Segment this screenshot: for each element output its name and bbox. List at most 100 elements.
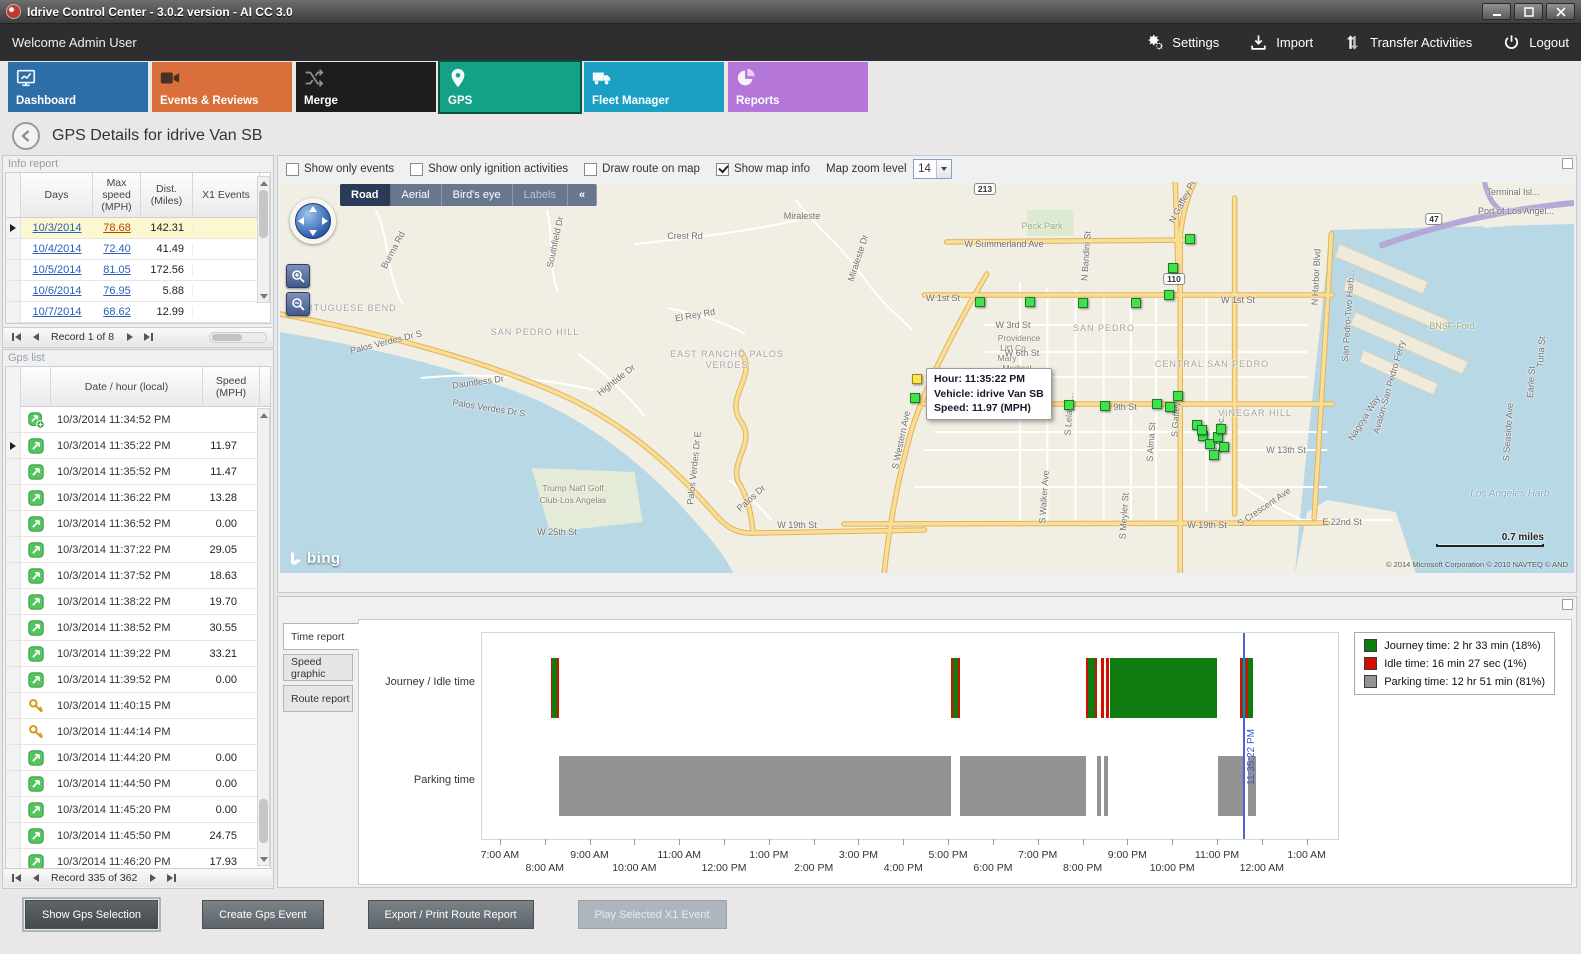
checkbox-show-only-events[interactable]: Show only events <box>286 162 394 176</box>
header-action-import[interactable]: Import <box>1249 33 1313 52</box>
map-compass-control[interactable] <box>290 198 336 244</box>
day-link[interactable]: 10/5/2014 <box>32 264 82 276</box>
gps-list-row[interactable]: 10/3/2014 11:40:15 PM <box>6 693 270 719</box>
scroll-up-icon[interactable] <box>259 412 268 418</box>
scroll-down-icon[interactable] <box>259 856 268 862</box>
scroll-down-icon[interactable] <box>259 293 268 299</box>
chart-tab-time-report[interactable]: Time report <box>283 623 359 650</box>
gps-list-row[interactable]: 10/3/2014 11:34:52 PM <box>6 407 270 433</box>
gps-point-marker[interactable] <box>1025 297 1035 307</box>
horizontal-scrollbar[interactable] <box>209 331 267 343</box>
scroll-thumb[interactable] <box>259 799 268 843</box>
info-report-scrollbar[interactable] <box>257 176 270 303</box>
map-style-tab-road[interactable]: Road <box>340 184 391 206</box>
gps-list-row[interactable]: 10/3/2014 11:37:52 PM 18.63 <box>6 563 270 589</box>
gps-point-marker[interactable] <box>1209 450 1219 460</box>
next-page-button[interactable] <box>122 330 137 344</box>
map-viewport[interactable]: Miraleste Peck Park W Summerland Ave Crest … <box>280 182 1574 573</box>
first-page-button[interactable] <box>9 330 24 344</box>
nav-tile-fleet[interactable]: Fleet Manager <box>584 62 724 112</box>
checkbox-show-only-ignition-activities[interactable]: Show only ignition activities <box>410 162 568 176</box>
gps-point-marker[interactable] <box>1165 402 1175 412</box>
next-page-button[interactable] <box>145 871 160 885</box>
map-style-collapse-button[interactable]: « <box>568 184 598 206</box>
minimize-button[interactable] <box>1482 3 1511 20</box>
gps-list-row[interactable]: 10/3/2014 11:36:22 PM 13.28 <box>6 485 270 511</box>
pan-down-icon[interactable] <box>309 230 317 236</box>
export-print-route-report-button[interactable]: Export / Print Route Report <box>367 900 534 929</box>
gps-point-marker[interactable] <box>1219 442 1229 452</box>
nav-tile-merge[interactable]: Merge <box>296 62 436 112</box>
map-style-tab-bird-s-eye[interactable]: Bird's eye <box>442 184 513 206</box>
gps-point-marker[interactable] <box>1185 234 1195 244</box>
checkbox-box[interactable] <box>286 162 299 176</box>
info-report-row[interactable]: 10/6/2014 76.95 5.88 <box>6 281 270 302</box>
info-report-row[interactable]: 10/5/2014 81.05 172.56 <box>6 260 270 281</box>
gps-point-marker[interactable] <box>1173 391 1183 401</box>
gps-point-marker[interactable] <box>1216 424 1226 434</box>
info-report-row[interactable]: 10/7/2014 68.62 12.99 <box>6 302 270 323</box>
gps-point-marker[interactable] <box>975 297 985 307</box>
checkbox-box[interactable] <box>410 162 424 176</box>
gps-list-row[interactable]: 10/3/2014 11:44:14 PM <box>6 719 270 745</box>
gps-point-marker[interactable] <box>1205 439 1215 449</box>
gps-list-row[interactable]: 10/3/2014 11:44:20 PM 0.00 <box>6 745 270 771</box>
back-button[interactable] <box>12 122 40 150</box>
header-action-transfer[interactable]: Transfer Activities <box>1343 33 1472 52</box>
header-action-settings[interactable]: Settings <box>1145 33 1219 52</box>
gps-list-row[interactable]: 10/3/2014 11:44:50 PM 0.00 <box>6 771 270 797</box>
info-report-row[interactable]: 10/4/2014 72.40 41.49 <box>6 239 270 260</box>
gps-point-marker[interactable] <box>1152 399 1162 409</box>
show-gps-selection-button[interactable]: Show Gps Selection <box>21 897 162 932</box>
gps-list-row[interactable]: 10/3/2014 11:39:52 PM 0.00 <box>6 667 270 693</box>
map-zoom-in-button[interactable] <box>286 264 310 288</box>
gps-point-marker[interactable] <box>1100 401 1110 411</box>
gps-list-row[interactable]: 10/3/2014 11:37:22 PM 29.05 <box>6 537 270 563</box>
max-speed-link[interactable]: 68.62 <box>103 306 131 318</box>
gps-list-row[interactable]: 10/3/2014 11:36:52 PM 0.00 <box>6 511 270 537</box>
day-link[interactable]: 10/4/2014 <box>32 243 82 255</box>
checkbox-box[interactable] <box>584 162 598 176</box>
map-zoom-select[interactable]: 14 <box>912 159 952 179</box>
day-link[interactable]: 10/6/2014 <box>32 285 82 297</box>
gps-point-marker[interactable] <box>1131 298 1141 308</box>
nav-tile-dashboard[interactable]: Dashboard <box>8 62 148 112</box>
dropdown-button[interactable] <box>935 160 951 178</box>
max-speed-link[interactable]: 78.68 <box>103 222 131 234</box>
checkbox-draw-route-on-map[interactable]: Draw route on map <box>584 162 700 176</box>
last-page-button[interactable] <box>141 330 156 344</box>
map-panel-collapse-button[interactable] <box>1562 158 1573 169</box>
create-gps-event-button[interactable]: Create Gps Event <box>202 900 324 929</box>
header-action-logout[interactable]: Logout <box>1502 33 1569 52</box>
max-speed-link[interactable]: 76.95 <box>103 285 131 297</box>
gps-list-row[interactable]: 10/3/2014 11:38:52 PM 30.55 <box>6 615 270 641</box>
gps-point-marker[interactable] <box>1164 290 1174 300</box>
nav-tile-events[interactable]: Events & Reviews <box>152 62 292 112</box>
map-style-tab-aerial[interactable]: Aerial <box>391 184 442 206</box>
checkbox-show-map-info[interactable]: Show map info <box>715 162 810 176</box>
day-link[interactable]: 10/3/2014 <box>32 222 82 234</box>
gps-list-row[interactable]: 10/3/2014 11:45:50 PM 24.75 <box>6 823 270 849</box>
max-speed-link[interactable]: 72.40 <box>103 243 131 255</box>
gps-list-scrollbar[interactable] <box>257 408 270 866</box>
map-style-tab-labels[interactable]: Labels <box>513 184 568 206</box>
gps-list-row[interactable]: 10/3/2014 11:35:22 PM 11.97 <box>6 433 270 459</box>
gps-list-row[interactable]: 10/3/2014 11:35:52 PM 11.47 <box>6 459 270 485</box>
close-button[interactable] <box>1546 3 1575 20</box>
chart-panel-collapse-button[interactable] <box>1562 599 1573 610</box>
prev-page-button[interactable] <box>28 871 43 885</box>
pan-up-icon[interactable] <box>309 206 317 212</box>
last-page-button[interactable] <box>164 871 179 885</box>
gps-point-marker[interactable] <box>1078 298 1088 308</box>
gps-point-marker[interactable] <box>1197 425 1207 435</box>
day-link[interactable]: 10/7/2014 <box>32 306 82 318</box>
scroll-up-icon[interactable] <box>259 180 268 186</box>
chart-tab-route-report[interactable]: Route report <box>283 685 353 712</box>
hscroll-thumb[interactable] <box>212 333 242 341</box>
gps-list-row[interactable]: 10/3/2014 11:45:20 PM 0.00 <box>6 797 270 823</box>
max-speed-link[interactable]: 81.05 <box>103 264 131 276</box>
nav-tile-reports[interactable]: Reports <box>728 62 868 112</box>
chart-tab-speed-graphic[interactable]: Speed graphic <box>283 654 353 681</box>
pan-left-icon[interactable] <box>298 217 304 225</box>
scroll-thumb[interactable] <box>259 190 268 238</box>
